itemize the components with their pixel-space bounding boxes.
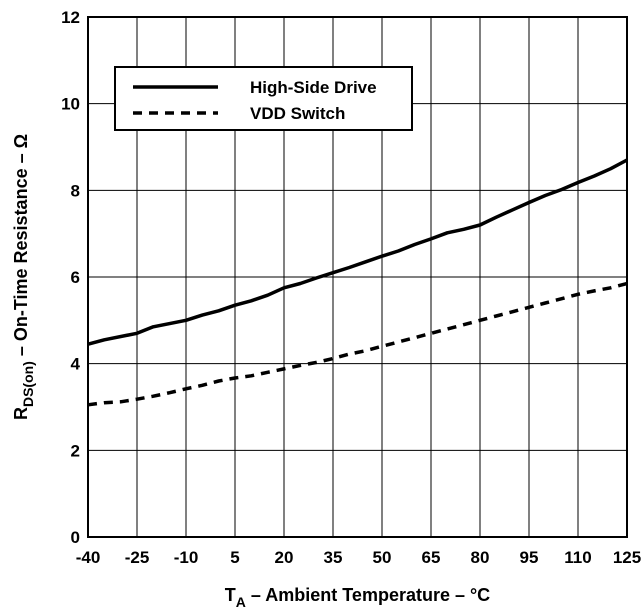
y-tick-label: 8 xyxy=(71,181,80,200)
legend: High-Side Drive VDD Switch xyxy=(114,66,413,131)
x-tick-label: 50 xyxy=(373,548,392,567)
y-tick-label: 10 xyxy=(61,95,80,114)
x-tick-label: 80 xyxy=(471,548,490,567)
data-point-vdd-switch xyxy=(348,353,351,356)
plot-frame xyxy=(87,16,628,538)
x-axis-title-rest: – Ambient Temperature – °C xyxy=(246,585,490,605)
legend-label-vdd-switch: VDD Switch xyxy=(250,104,345,123)
x-axis-title: TA – Ambient Temperature – °C xyxy=(225,585,490,610)
y-tick-label: 6 xyxy=(71,268,80,287)
x-tick-label: 95 xyxy=(520,548,539,567)
x-tick-label: -25 xyxy=(125,548,150,567)
x-axis-title-subscript: A xyxy=(236,594,246,610)
x-tick-labels: -40 -25 -10 5 20 35 50 65 80 95 110 125 xyxy=(76,548,641,567)
y-tick-label: 2 xyxy=(71,441,80,460)
x-tick-label: 35 xyxy=(324,548,343,567)
legend-label-high-side-drive: High-Side Drive xyxy=(250,78,377,97)
y-tick-label: 0 xyxy=(71,528,80,547)
series-line-high-side-drive xyxy=(87,158,628,346)
y-tick-label: 12 xyxy=(61,8,80,27)
x-tick-label: 5 xyxy=(230,548,239,567)
y-axis-title-subscript: DS(on) xyxy=(20,361,36,407)
data-point-vdd-switch xyxy=(413,336,416,339)
x-axis-title-main: T xyxy=(225,585,236,605)
x-tick-label: -40 xyxy=(76,548,101,567)
data-point-vdd-switch xyxy=(397,341,400,344)
x-tick-label: 110 xyxy=(564,548,591,567)
data-point-vdd-switch xyxy=(364,349,367,352)
x-tick-label: 65 xyxy=(422,548,441,567)
series-line-vdd-switch xyxy=(87,281,628,407)
y-axis-title: RDS(on) – On-Time Resistance – Ω xyxy=(11,134,36,420)
y-tick-labels: 0 2 4 6 8 10 12 xyxy=(61,8,80,547)
y-axis-title-main: R xyxy=(11,407,31,420)
legend-box xyxy=(114,66,413,131)
series-layer xyxy=(87,158,628,407)
x-tick-label: 20 xyxy=(275,548,294,567)
y-tick-label: 4 xyxy=(71,355,81,374)
x-tick-label: 125 xyxy=(613,548,641,567)
x-tick-label: -10 xyxy=(174,548,199,567)
y-axis-title-rest: – On-Time Resistance – Ω xyxy=(11,134,31,361)
